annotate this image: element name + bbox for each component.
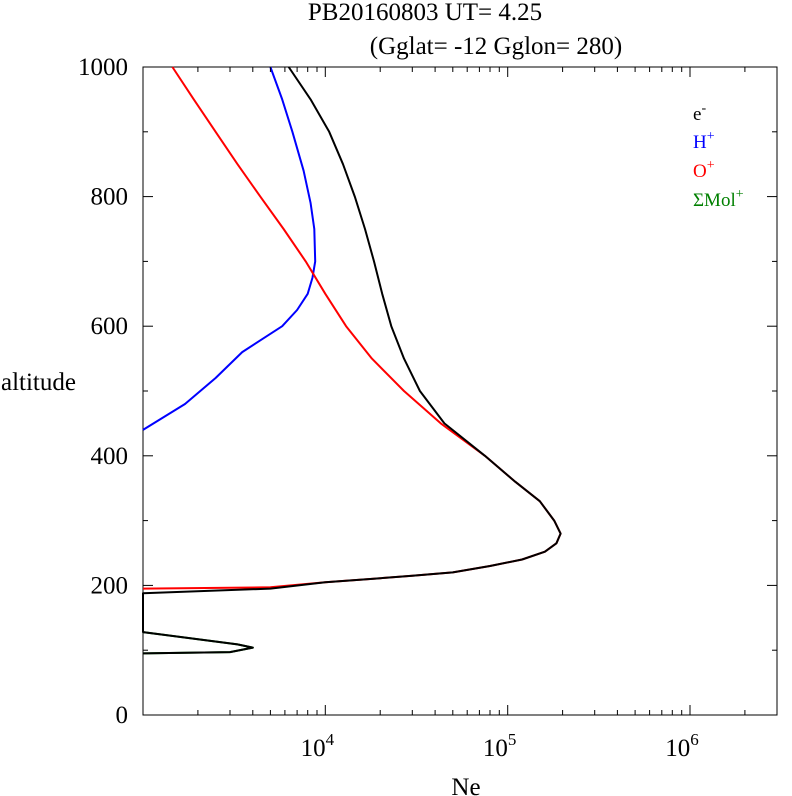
x-tick-label: 106 — [665, 730, 699, 762]
y-tick-label: 200 — [91, 572, 129, 599]
y-tick-label: 400 — [91, 443, 129, 470]
series-layer — [142, 66, 562, 655]
series-line-0 — [142, 66, 562, 655]
x-tick-labels: 104 105 106 — [301, 730, 699, 762]
tick-layer — [142, 66, 778, 716]
series-line-1 — [142, 66, 317, 431]
chart-title: PB20160803 UT= 4.25 — [308, 0, 542, 26]
legend: e- H+ O+ ΣMol+ — [693, 101, 744, 211]
x-tick-label: 105 — [483, 730, 517, 762]
x-axis-label: Ne — [451, 774, 480, 796]
y-tick-label: 1000 — [78, 54, 128, 81]
x-tick-label: 104 — [301, 730, 335, 762]
y-tick-labels: 0 200 400 600 800 1000 — [78, 54, 128, 729]
plot-area — [142, 66, 778, 716]
legend-entry-3: ΣMol+ — [693, 187, 744, 211]
legend-entry-2: O+ — [693, 158, 715, 182]
y-axis-label: altitude — [1, 369, 76, 396]
legend-entry-0: e- — [693, 101, 706, 125]
y-tick-label: 0 — [116, 702, 129, 729]
legend-entry-1: H+ — [693, 129, 715, 153]
y-tick-label: 800 — [91, 184, 129, 211]
chart-subtitle: (Gglat= -12 Gglon= 280) — [370, 33, 622, 60]
series-line-2 — [142, 66, 562, 590]
y-tick-label: 600 — [91, 313, 129, 340]
